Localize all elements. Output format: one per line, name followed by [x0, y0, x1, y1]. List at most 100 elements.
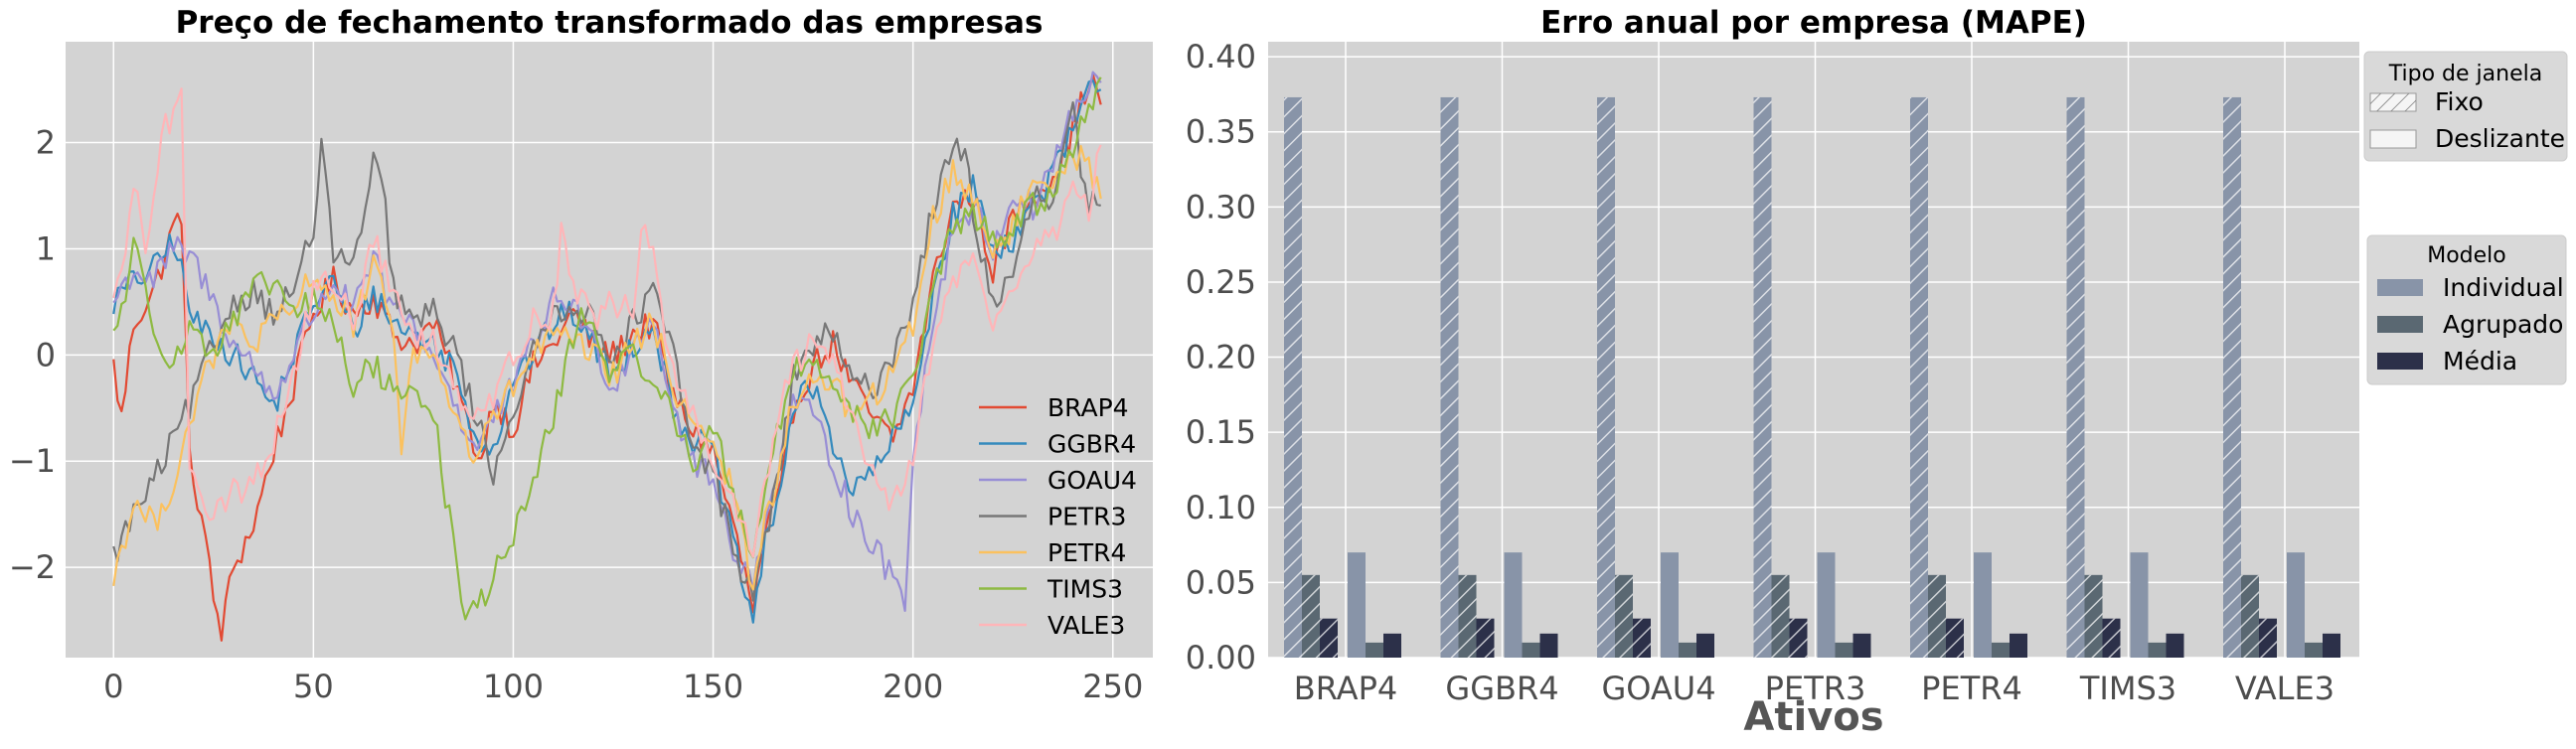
legend-swatch-média — [2377, 353, 2423, 370]
bar-tims3-deslizante-individual — [2130, 552, 2149, 658]
bar-chart-y-tick-label: 0.10 — [1186, 489, 1256, 526]
bar-petr4-fixo-média-hatch — [1946, 618, 1964, 658]
line-series-vale3 — [112, 87, 1102, 558]
bar-vale3-deslizante-individual — [2287, 552, 2305, 658]
line-chart-x-tick-label: 150 — [683, 668, 743, 705]
bar-brap4-fixo-média-hatch — [1320, 618, 1338, 658]
legend-swatch-agrupado — [2377, 316, 2423, 333]
line-chart-y-tick-label: 0 — [36, 336, 56, 374]
bar-goau4-fixo-média-hatch — [1633, 618, 1651, 658]
line-chart-x-tick-label: 50 — [293, 668, 334, 705]
line-series-brap4 — [112, 73, 1102, 642]
line-chart-y-tick-label: −1 — [9, 442, 56, 480]
legend-window-type-title: Tipo de janela — [2388, 62, 2542, 86]
bar-goau4-deslizante-agrupado — [1679, 642, 1696, 658]
bar-chart-y-tick-label: 0.15 — [1186, 413, 1256, 451]
bar-goau4-deslizante-individual — [1661, 552, 1679, 658]
bar-petr4-deslizante-média — [2010, 633, 2027, 658]
legend-label-ggbr4: GGBR4 — [1047, 430, 1136, 459]
bar-petr4-deslizante-individual — [1974, 552, 1992, 658]
legend-label-individual: Individual — [2443, 273, 2564, 302]
bar-petr4-fixo-individual-hatch — [1910, 96, 1928, 658]
legend-label-agrupado: Agrupado — [2443, 310, 2563, 339]
bar-chart-bars — [1284, 96, 2340, 658]
legend-model-title: Modelo — [2427, 243, 2506, 268]
bar-chart-x-tick-label: TIMS3 — [2079, 670, 2176, 707]
bar-chart-y-tick-label: 0.30 — [1186, 188, 1256, 225]
bar-chart-title: Erro anual por empresa (MAPE) — [1540, 5, 2087, 41]
legend-label-brap4: BRAP4 — [1047, 393, 1129, 422]
line-chart-ticks: 0 50 100 150 200 250 −2 −1 0 1 2 — [9, 124, 1143, 705]
bar-chart-y-tick-label: 0.25 — [1186, 263, 1256, 301]
legend-swatch-hatch-fixo — [2370, 93, 2416, 111]
bar-ggbr4-deslizante-individual — [1504, 552, 1523, 658]
line-series-petr3 — [112, 101, 1101, 602]
line-chart-title: Preço de fechamento transformado das emp… — [176, 5, 1044, 41]
bar-chart-x-tick-label: PETR3 — [1765, 670, 1866, 707]
line-series-tims3 — [112, 76, 1102, 621]
line-chart-legend: BRAP4 GGBR4 GOAU4 PETR3 PETR4 TIMS3 VALE3 — [979, 393, 1137, 640]
bar-brap4-deslizante-individual — [1348, 552, 1366, 658]
bar-chart-x-tick-label: BRAP4 — [1294, 670, 1397, 707]
bar-vale3-deslizante-média — [2323, 633, 2340, 658]
bar-chart-y-tick-label: 0.40 — [1186, 38, 1256, 75]
legend-swatch-individual — [2377, 279, 2423, 296]
bar-brap4-fixo-individual-hatch — [1284, 96, 1302, 658]
bar-tims3-fixo-média-hatch — [2102, 618, 2121, 658]
legend-label-fixo: Fixo — [2435, 87, 2484, 116]
line-chart-grid — [66, 42, 1153, 658]
legend-label-petr4: PETR4 — [1047, 538, 1126, 567]
bar-petr3-fixo-individual-hatch — [1753, 96, 1772, 658]
bar-chart-y-tick-label: 0.35 — [1186, 113, 1256, 151]
line-chart: 0 50 100 150 200 250 −2 −1 0 1 2 Preço de fechamen… — [9, 5, 1153, 705]
bar-petr3-fixo-média-hatch — [1789, 618, 1808, 658]
bar-chart: 0.00 0.05 0.10 0.15 0.20 0.25 0.30 0.35 0.40 BRAP… — [1186, 5, 2568, 740]
bar-ggbr4-deslizante-média — [1539, 633, 1558, 658]
bar-goau4-deslizante-média — [1696, 633, 1714, 658]
bar-petr4-deslizante-agrupado — [1992, 642, 2010, 658]
bar-petr3-deslizante-média — [1852, 633, 1871, 658]
bar-ggbr4-fixo-agrupado-hatch — [1458, 574, 1477, 658]
legend-label-goau4: GOAU4 — [1047, 466, 1137, 495]
bar-chart-x-tick-label: VALE3 — [2235, 670, 2334, 707]
bar-petr3-deslizante-individual — [1817, 552, 1836, 658]
bar-tims3-fixo-individual-hatch — [2066, 96, 2085, 658]
bar-vale3-fixo-média-hatch — [2259, 618, 2277, 658]
bar-chart-ticks: 0.00 0.05 0.10 0.15 0.20 0.25 0.30 0.35 0.40 BRAP… — [1186, 38, 2334, 707]
bar-chart-x-tick-label: PETR4 — [1921, 670, 2022, 707]
bar-chart-x-tick-label: GOAU4 — [1601, 670, 1715, 707]
bar-brap4-fixo-agrupado-hatch — [1302, 574, 1320, 658]
line-series-petr4 — [112, 144, 1102, 591]
bar-petr3-deslizante-agrupado — [1835, 642, 1853, 658]
legend-label-deslizante: Deslizante — [2435, 124, 2565, 153]
bar-chart-plot-area — [1268, 42, 2359, 658]
bar-brap4-deslizante-agrupado — [1366, 642, 1383, 658]
line-chart-x-tick-label: 200 — [883, 668, 943, 705]
line-chart-y-tick-label: 1 — [36, 229, 56, 267]
bar-petr4-fixo-agrupado-hatch — [1928, 574, 1946, 658]
bar-vale3-fixo-agrupado-hatch — [2241, 574, 2259, 658]
legend-label-tims3: TIMS3 — [1046, 575, 1123, 604]
legend-label-vale3: VALE3 — [1047, 611, 1125, 640]
legend-model-box — [2366, 234, 2567, 385]
line-series-goau4 — [112, 71, 1102, 612]
bar-vale3-fixo-individual-hatch — [2223, 96, 2241, 658]
legend-label-média: Média — [2443, 347, 2517, 375]
bar-ggbr4-deslizante-agrupado — [1522, 642, 1540, 658]
bar-vale3-deslizante-agrupado — [2305, 642, 2323, 658]
bar-ggbr4-fixo-individual-hatch — [1440, 96, 1459, 658]
line-chart-x-tick-label: 100 — [483, 668, 544, 705]
line-chart-x-tick-label: 250 — [1082, 668, 1143, 705]
bar-chart-y-tick-label: 0.00 — [1186, 639, 1256, 676]
bar-goau4-fixo-individual-hatch — [1597, 96, 1615, 658]
legend-swatch-deslizante — [2369, 129, 2417, 149]
line-chart-plot-area — [66, 42, 1153, 658]
bar-chart-y-tick-label: 0.05 — [1186, 563, 1256, 601]
bar-chart-y-tick-label: 0.20 — [1186, 339, 1256, 376]
line-chart-x-tick-label: 0 — [103, 668, 123, 705]
bar-tims3-fixo-agrupado-hatch — [2084, 574, 2103, 658]
bar-tims3-deslizante-média — [2166, 633, 2184, 658]
